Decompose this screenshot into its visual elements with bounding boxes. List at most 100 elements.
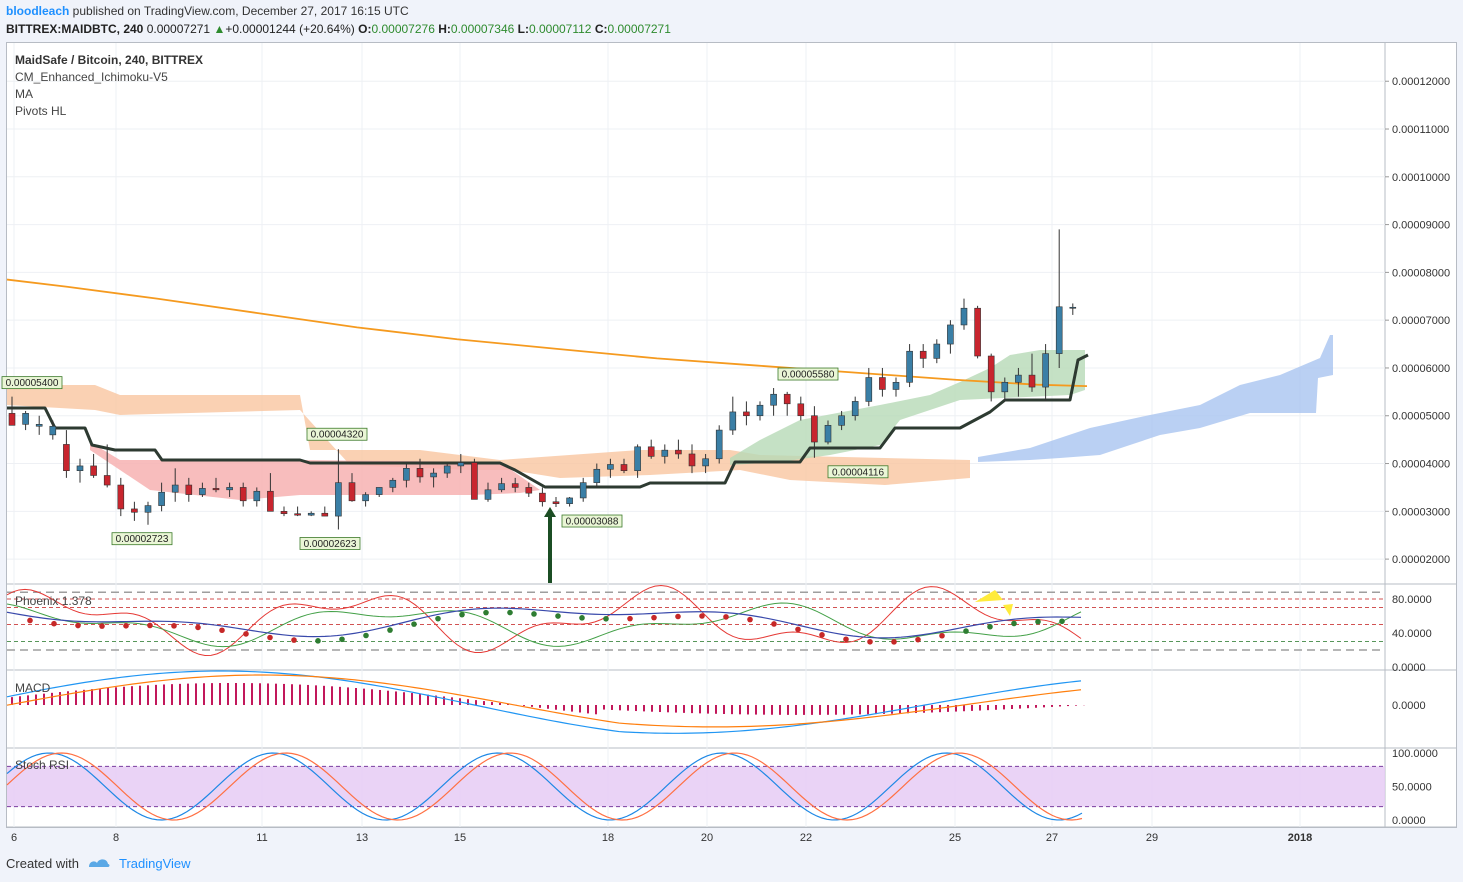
candle-body — [307, 512, 315, 516]
candle — [552, 496, 560, 508]
candle — [253, 487, 261, 507]
candle — [212, 477, 220, 493]
candle-body — [35, 424, 43, 427]
high-label: H: — [438, 22, 451, 36]
candle-body — [185, 484, 193, 495]
low-label: L: — [517, 22, 529, 36]
phoenix-tick-label: 40.0000 — [1392, 628, 1432, 640]
candle — [960, 298, 968, 330]
phoenix-dot — [675, 613, 681, 620]
phoenix-dot — [531, 611, 537, 617]
phoenix-dot — [411, 621, 417, 627]
phoenix-tick-label: 0.0000 — [1392, 662, 1426, 674]
candle — [375, 487, 383, 497]
candle-body — [403, 468, 410, 481]
legend-indicator-pivots[interactable]: Pivots HL — [15, 104, 67, 118]
macd-tick-label: 0.0000 — [1392, 700, 1426, 712]
phoenix-dot — [147, 622, 153, 629]
candle — [389, 477, 397, 493]
phoenix-dot — [291, 637, 297, 643]
time-tick-label: 2018 — [1288, 832, 1312, 844]
footer-brand-link[interactable]: TradingView — [118, 856, 191, 871]
candle-body — [416, 468, 424, 478]
pivot-label-box — [306, 427, 368, 441]
phoenix-dot — [243, 631, 249, 637]
phoenix-dot — [75, 622, 81, 629]
phoenix-dot — [1059, 618, 1065, 625]
candle — [688, 444, 696, 474]
phoenix-pane-label[interactable]: Phoenix 1.378 — [15, 594, 92, 608]
candle — [756, 401, 764, 421]
legend-indicator-ma[interactable]: MA — [15, 87, 33, 101]
pivot-label-text: 0.00004320 — [311, 430, 364, 441]
phoenix-dot — [915, 636, 921, 643]
candle — [239, 482, 247, 507]
phoenix-dot — [459, 611, 465, 618]
candle-body — [634, 446, 641, 471]
candle-body — [566, 497, 573, 504]
macd-signal-line — [6, 674, 1082, 728]
candle-body — [620, 464, 628, 471]
close-label: C: — [594, 22, 608, 36]
candle — [1015, 367, 1022, 397]
candle-body — [947, 324, 954, 345]
up-arrow-icon: ▲ — [213, 22, 226, 36]
candle-body — [743, 411, 750, 417]
candle-body — [715, 429, 723, 460]
candle-body — [511, 483, 519, 488]
stoch-pane-label[interactable]: Stoch RSI — [15, 758, 70, 772]
phoenix-dot — [195, 624, 201, 631]
candle-body — [756, 404, 764, 417]
legend-indicator-ichimoku[interactable]: CM_Enhanced_Ichimoku-V5 — [15, 70, 168, 84]
candle — [661, 444, 669, 464]
candle-body — [811, 415, 818, 443]
candle — [335, 449, 342, 530]
tradingview-logo-icon[interactable] — [87, 855, 111, 872]
candle — [199, 482, 206, 497]
pivot-label-text: 0.00004116 — [832, 467, 885, 478]
phoenix-dot — [891, 639, 897, 645]
time-tick-label: 25 — [949, 832, 961, 844]
phoenix-dot — [987, 623, 993, 630]
legend-title[interactable]: MaidSafe / Bitcoin, 240, BITTREX — [15, 53, 204, 67]
candle-body — [851, 401, 859, 417]
candle-body — [960, 307, 968, 326]
time-tick-label: 22 — [800, 832, 812, 844]
candle-body — [8, 413, 16, 426]
stoch-band — [7, 766, 1385, 807]
phoenix-dot — [99, 623, 105, 629]
ichimoku-cloud-bullish — [730, 350, 1085, 465]
candle-body — [525, 487, 533, 494]
candle-body — [280, 511, 288, 515]
candle-body — [675, 449, 682, 455]
price-tick-label: 0.00008000 — [1392, 267, 1450, 279]
phoenix-dot — [963, 628, 969, 634]
candle-body — [457, 462, 465, 467]
candle — [811, 406, 818, 458]
phoenix-dot — [483, 609, 489, 616]
candle-body — [335, 482, 342, 517]
candle-body — [783, 393, 791, 405]
phoenix-line-green — [6, 602, 1082, 648]
candle — [1001, 377, 1009, 402]
footer-created: Created with — [6, 856, 79, 871]
macd-pane-label[interactable]: MACD — [15, 681, 51, 695]
candle — [865, 367, 873, 407]
candle — [620, 458, 628, 474]
candle — [647, 439, 655, 459]
candle — [634, 444, 641, 478]
last-price: 0.00007271 — [146, 22, 211, 36]
candle-body — [974, 307, 981, 357]
phoenix-dot — [171, 623, 177, 629]
candle-body — [471, 462, 478, 500]
candle — [1028, 353, 1036, 392]
candle-body — [607, 464, 614, 470]
ichimoku-cloud-bearish — [7, 385, 970, 485]
pivot-label-text: 0.00005580 — [782, 370, 835, 381]
pivot-label-box — [299, 537, 361, 550]
stoch-d-line — [6, 752, 1083, 821]
candle — [267, 473, 274, 512]
time-tick-label: 29 — [1146, 832, 1158, 844]
author-name[interactable]: bloodleach — [6, 4, 70, 18]
